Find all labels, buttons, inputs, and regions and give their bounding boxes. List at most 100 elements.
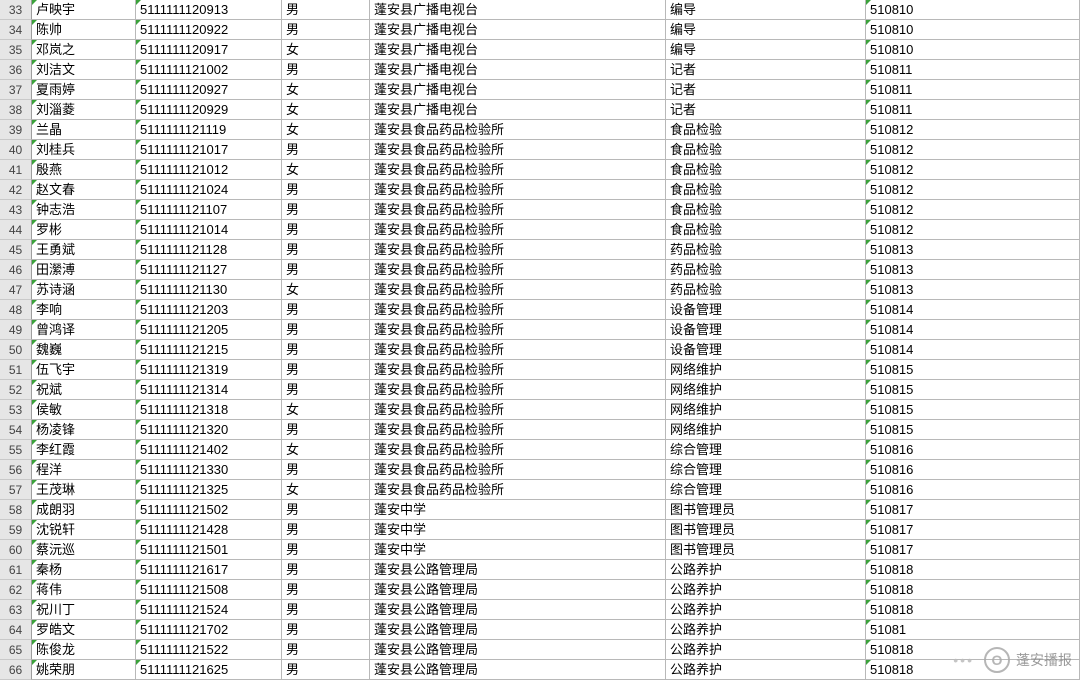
cell-org[interactable]: 蓬安县食品药品检验所 [370, 420, 666, 440]
cell-name[interactable]: 祝斌 [32, 380, 136, 400]
cell-name[interactable]: 蒋伟 [32, 580, 136, 600]
row-number[interactable]: 35 [0, 40, 32, 60]
row-number[interactable]: 39 [0, 120, 32, 140]
cell-sex[interactable]: 男 [282, 200, 370, 220]
cell-job[interactable]: 记者 [666, 60, 866, 80]
cell-number[interactable]: 5111111121508 [136, 580, 282, 600]
cell-org[interactable]: 蓬安县食品药品检验所 [370, 320, 666, 340]
cell-name[interactable]: 刘洁文 [32, 60, 136, 80]
cell-org[interactable]: 蓬安县广播电视台 [370, 20, 666, 40]
cell-name[interactable]: 殷燕 [32, 160, 136, 180]
table-row[interactable]: 62蒋伟5111111121508男蓬安县公路管理局公路养护510818 [0, 580, 1080, 600]
cell-code[interactable]: 510814 [866, 340, 1080, 360]
table-row[interactable]: 34陈帅5111111120922男蓬安县广播电视台编导510810 [0, 20, 1080, 40]
table-row[interactable]: 45王勇斌5111111121128男蓬安县食品药品检验所药品检验510813 [0, 240, 1080, 260]
cell-code[interactable]: 510814 [866, 320, 1080, 340]
cell-org[interactable]: 蓬安县公路管理局 [370, 660, 666, 680]
cell-name[interactable]: 苏诗涵 [32, 280, 136, 300]
cell-number[interactable]: 5111111121318 [136, 400, 282, 420]
cell-name[interactable]: 蔡沅巡 [32, 540, 136, 560]
cell-code[interactable]: 510812 [866, 220, 1080, 240]
cell-name[interactable]: 李响 [32, 300, 136, 320]
cell-job[interactable]: 编导 [666, 0, 866, 20]
cell-name[interactable]: 兰晶 [32, 120, 136, 140]
row-number[interactable]: 65 [0, 640, 32, 660]
cell-number[interactable]: 5111111120927 [136, 80, 282, 100]
row-number[interactable]: 47 [0, 280, 32, 300]
cell-name[interactable]: 祝川丁 [32, 600, 136, 620]
cell-job[interactable]: 网络维护 [666, 400, 866, 420]
cell-org[interactable]: 蓬安县食品药品检验所 [370, 260, 666, 280]
cell-code[interactable]: 510811 [866, 100, 1080, 120]
row-number[interactable]: 37 [0, 80, 32, 100]
cell-job[interactable]: 食品检验 [666, 180, 866, 200]
cell-code[interactable]: 510812 [866, 160, 1080, 180]
cell-job[interactable]: 记者 [666, 80, 866, 100]
cell-sex[interactable]: 男 [282, 640, 370, 660]
cell-sex[interactable]: 男 [282, 540, 370, 560]
table-row[interactable]: 53侯敏5111111121318女蓬安县食品药品检验所网络维护510815 [0, 400, 1080, 420]
cell-name[interactable]: 魏巍 [32, 340, 136, 360]
cell-number[interactable]: 5111111121501 [136, 540, 282, 560]
cell-name[interactable]: 成朗羽 [32, 500, 136, 520]
cell-code[interactable]: 510812 [866, 180, 1080, 200]
cell-org[interactable]: 蓬安县食品药品检验所 [370, 440, 666, 460]
row-number[interactable]: 56 [0, 460, 32, 480]
cell-name[interactable]: 姚荣朋 [32, 660, 136, 680]
cell-org[interactable]: 蓬安中学 [370, 540, 666, 560]
cell-sex[interactable]: 女 [282, 400, 370, 420]
row-number[interactable]: 58 [0, 500, 32, 520]
row-number[interactable]: 55 [0, 440, 32, 460]
cell-name[interactable]: 杨凌锋 [32, 420, 136, 440]
cell-name[interactable]: 邓岚之 [32, 40, 136, 60]
cell-number[interactable]: 5111111121128 [136, 240, 282, 260]
cell-name[interactable]: 刘淄菱 [32, 100, 136, 120]
row-number[interactable]: 38 [0, 100, 32, 120]
cell-code[interactable]: 510815 [866, 360, 1080, 380]
cell-code[interactable]: 510815 [866, 380, 1080, 400]
table-row[interactable]: 40刘桂兵5111111121017男蓬安县食品药品检验所食品检验510812 [0, 140, 1080, 160]
cell-code[interactable]: 510816 [866, 440, 1080, 460]
table-row[interactable]: 66姚荣朋5111111121625男蓬安县公路管理局公路养护510818 [0, 660, 1080, 680]
cell-number[interactable]: 5111111121524 [136, 600, 282, 620]
cell-number[interactable]: 5111111121130 [136, 280, 282, 300]
row-number[interactable]: 41 [0, 160, 32, 180]
cell-name[interactable]: 伍飞宇 [32, 360, 136, 380]
cell-job[interactable]: 设备管理 [666, 320, 866, 340]
cell-code[interactable]: 510811 [866, 60, 1080, 80]
cell-job[interactable]: 公路养护 [666, 560, 866, 580]
cell-number[interactable]: 5111111121330 [136, 460, 282, 480]
cell-job[interactable]: 综合管理 [666, 440, 866, 460]
row-number[interactable]: 44 [0, 220, 32, 240]
table-row[interactable]: 37夏雨婷5111111120927女蓬安县广播电视台记者510811 [0, 80, 1080, 100]
cell-sex[interactable]: 男 [282, 60, 370, 80]
row-number[interactable]: 62 [0, 580, 32, 600]
table-row[interactable]: 55李红霞5111111121402女蓬安县食品药品检验所综合管理510816 [0, 440, 1080, 460]
cell-code[interactable]: 510815 [866, 400, 1080, 420]
cell-sex[interactable]: 男 [282, 20, 370, 40]
table-row[interactable]: 35邓岚之5111111120917女蓬安县广播电视台编导510810 [0, 40, 1080, 60]
cell-job[interactable]: 公路养护 [666, 600, 866, 620]
table-row[interactable]: 50魏巍5111111121215男蓬安县食品药品检验所设备管理510814 [0, 340, 1080, 360]
table-row[interactable]: 63祝川丁5111111121524男蓬安县公路管理局公路养护510818 [0, 600, 1080, 620]
cell-code[interactable]: 510812 [866, 120, 1080, 140]
row-number[interactable]: 64 [0, 620, 32, 640]
cell-code[interactable]: 510810 [866, 40, 1080, 60]
cell-job[interactable]: 药品检验 [666, 260, 866, 280]
cell-sex[interactable]: 男 [282, 0, 370, 20]
cell-sex[interactable]: 男 [282, 380, 370, 400]
cell-name[interactable]: 罗皓文 [32, 620, 136, 640]
cell-code[interactable]: 510817 [866, 500, 1080, 520]
cell-sex[interactable]: 女 [282, 160, 370, 180]
row-number[interactable]: 59 [0, 520, 32, 540]
cell-org[interactable]: 蓬安县食品药品检验所 [370, 380, 666, 400]
cell-number[interactable]: 5111111121428 [136, 520, 282, 540]
cell-code[interactable]: 510812 [866, 200, 1080, 220]
cell-org[interactable]: 蓬安县食品药品检验所 [370, 240, 666, 260]
table-row[interactable]: 64罗皓文5111111121702男蓬安县公路管理局公路养护51081 [0, 620, 1080, 640]
cell-sex[interactable]: 男 [282, 180, 370, 200]
cell-job[interactable]: 设备管理 [666, 300, 866, 320]
cell-name[interactable]: 侯敏 [32, 400, 136, 420]
cell-sex[interactable]: 男 [282, 340, 370, 360]
cell-code[interactable]: 510816 [866, 460, 1080, 480]
